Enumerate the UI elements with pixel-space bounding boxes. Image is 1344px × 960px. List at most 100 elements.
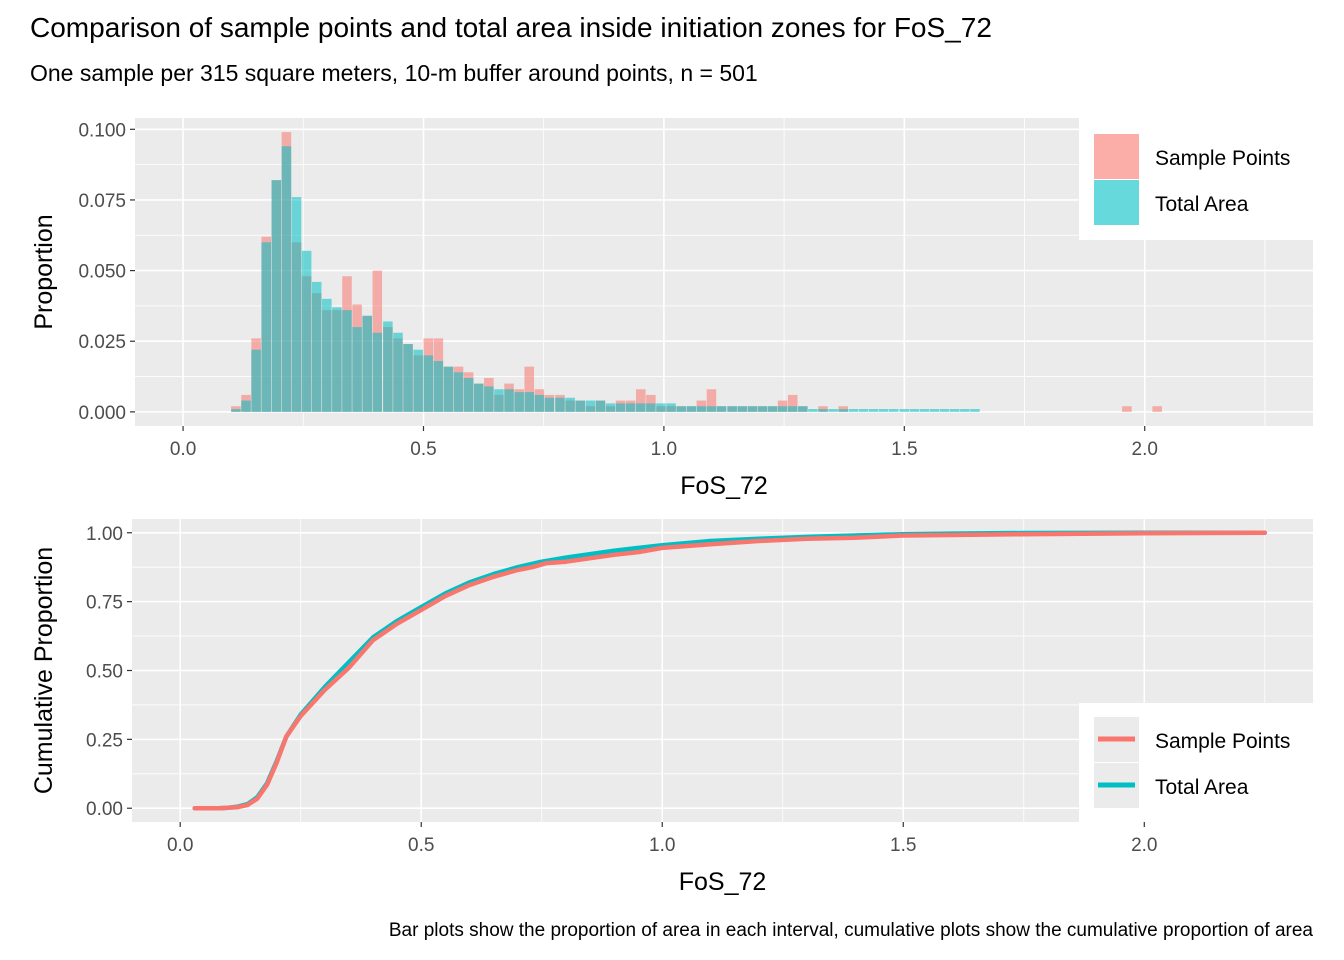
hist-bar [970, 409, 980, 412]
hist-y-tick-label: 0.075 [78, 191, 126, 212]
hist-bar [666, 403, 676, 412]
hist-bar [524, 366, 535, 412]
hist-bar [575, 400, 585, 412]
hist-bar [504, 389, 514, 412]
cum-y-tick-label: 0.00 [86, 799, 123, 820]
hist-bar [646, 394, 656, 412]
hist-x-tick-label: 0.0 [170, 439, 196, 460]
hist-bar [747, 406, 758, 412]
hist-bar [838, 409, 848, 412]
hist-bar [706, 389, 717, 412]
hist-x-tick-label: 2.0 [1132, 439, 1158, 460]
hist-bar [241, 400, 251, 412]
hist-bar [899, 409, 910, 412]
hist-bar [403, 344, 413, 412]
cum-x-tick-label: 1.0 [649, 835, 675, 856]
hist-bar [878, 409, 889, 412]
hist-bar [767, 406, 778, 412]
cum-y-tick-label: 1.00 [86, 524, 123, 545]
hist-bar [301, 250, 312, 412]
hist-bar [858, 409, 869, 412]
hist-bar [706, 406, 717, 412]
hist-y-tick-label: 0.025 [78, 332, 126, 353]
cumulative-proportion-panel: 0.0 0.5 1.0 1.5 2.0 0.00 0.25 0.50 0.75 1.00 FoS_7… [30, 519, 1313, 896]
cum-y-tick-label: 0.25 [86, 730, 123, 751]
cum-y-tick-label: 0.75 [86, 593, 123, 614]
hist-bar [555, 397, 565, 412]
hist-bar [949, 409, 960, 412]
hist-bar [281, 146, 292, 412]
cum-y-tick-label: 0.50 [86, 662, 123, 683]
hist-bar [828, 409, 838, 412]
hist-bar [787, 406, 798, 412]
hist-bar [787, 394, 798, 412]
hist-bar [868, 409, 879, 412]
hist-y-axis-label: Proportion [30, 214, 58, 329]
hist-bar [939, 409, 950, 412]
hist-bar [818, 409, 828, 412]
hist-bar [848, 409, 859, 412]
hist-bar [383, 321, 393, 412]
cum-x-tick-label: 1.5 [890, 835, 916, 856]
hist-bar [443, 366, 454, 412]
cum-legend-label: Sample Points [1155, 730, 1290, 753]
hist-bar [251, 349, 261, 412]
hist-bar [433, 361, 444, 412]
cum-x-axis-label: FoS_72 [679, 868, 767, 896]
hist-bar [656, 403, 666, 412]
hist-bar [909, 409, 920, 412]
hist-bar [1122, 406, 1132, 412]
proportion-histogram-panel: 0.0 0.5 1.0 1.5 2.0 0.000 0.025 0.050 0.075 0.100… [30, 118, 1313, 500]
hist-bar [636, 389, 646, 412]
hist-bar [960, 409, 970, 412]
hist-x-tick-label: 0.5 [410, 439, 436, 460]
hist-bar [453, 372, 464, 412]
cum-x-tick-label: 0.5 [408, 835, 434, 856]
hist-bar [514, 392, 524, 412]
hist-bar [696, 406, 707, 412]
hist-bar [534, 394, 545, 412]
hist-bar [372, 332, 383, 412]
chart-subtitle: One sample per 315 square meters, 10-m b… [30, 60, 758, 86]
hist-bar [798, 406, 808, 412]
hist-bar [919, 409, 930, 412]
hist-bar [393, 332, 403, 412]
hist-x-tick-label: 1.0 [651, 439, 677, 460]
hist-bar [615, 403, 626, 412]
hist-bar [625, 403, 636, 412]
hist-bar [423, 355, 434, 412]
cum-legend: Sample Points Total Area [1079, 703, 1313, 822]
hist-bar [757, 406, 768, 412]
cum-x-tick-label: 0.0 [167, 835, 193, 856]
hist-bar [413, 349, 423, 412]
hist-bar [686, 406, 697, 412]
hist-bar [473, 383, 484, 412]
hist-bar [231, 409, 241, 412]
hist-y-tick-label: 0.050 [78, 262, 126, 283]
hist-bar [342, 310, 352, 412]
hist-bar [261, 242, 271, 412]
cum-y-axis-label: Cumulative Proportion [30, 547, 58, 794]
hist-bar [585, 400, 596, 412]
hist-bar [484, 386, 494, 412]
hist-bar [463, 377, 474, 412]
hist-bar [929, 409, 940, 412]
hist-x-axis-label: FoS_72 [680, 472, 768, 500]
hist-bar [646, 403, 656, 412]
cum-legend-label: Total Area [1155, 776, 1249, 799]
hist-bar [737, 406, 748, 412]
hist-bar [595, 400, 606, 412]
hist-bar [362, 315, 372, 412]
hist-bar [676, 406, 686, 412]
chart-title: Comparison of sample points and total ar… [30, 12, 992, 43]
hist-bar [716, 406, 727, 412]
hist-legend-key [1094, 180, 1139, 225]
hist-bar [352, 327, 362, 412]
hist-y-tick-label: 0.100 [78, 120, 126, 141]
hist-legend-label: Sample Points [1155, 147, 1290, 170]
hist-bar [565, 397, 575, 412]
chart-caption: Bar plots show the proportion of area in… [388, 920, 1313, 941]
hist-bar [271, 180, 282, 412]
hist-series-total-area [231, 146, 980, 412]
